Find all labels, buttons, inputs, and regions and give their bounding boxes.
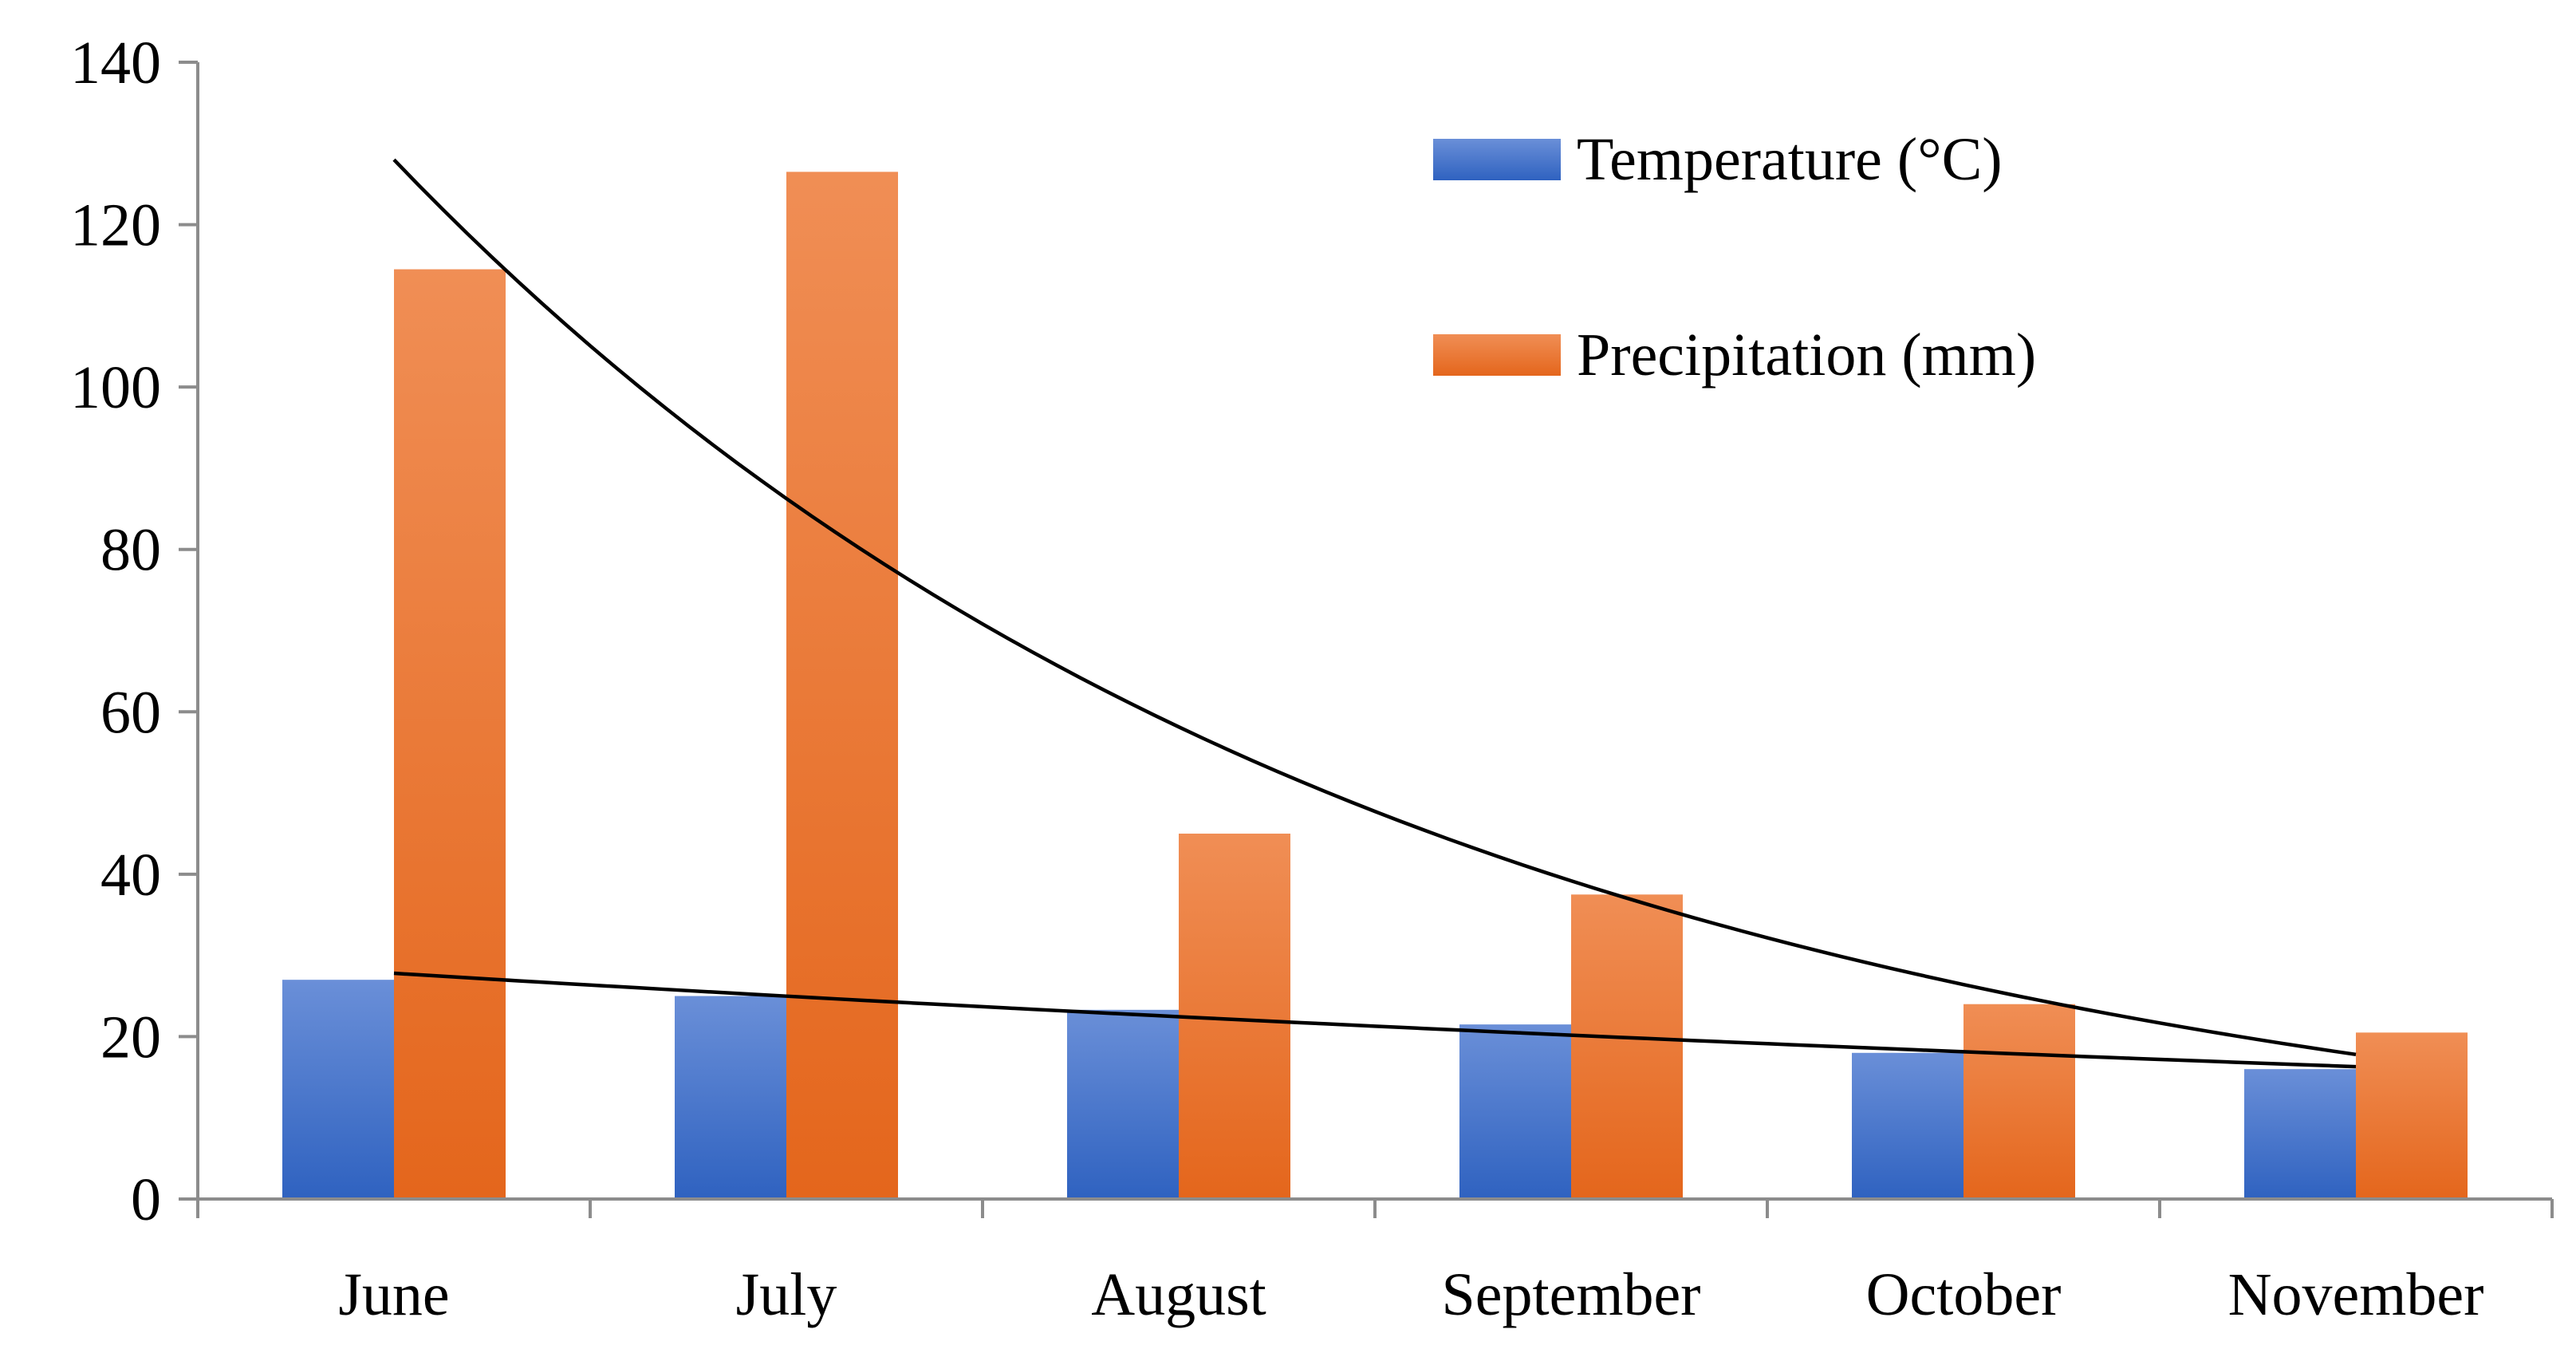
- bar-temperature-august: [1067, 1009, 1179, 1199]
- x-tick-label-july: July: [736, 1261, 837, 1328]
- legend-label-precipitation: Precipitation (mm): [1577, 321, 2036, 389]
- x-tick-label-october: October: [1866, 1261, 2062, 1328]
- precipitation-trend-line: [392, 158, 2357, 1057]
- y-tick-label-0: 0: [131, 1166, 161, 1233]
- x-tick-label-august: August: [1091, 1261, 1266, 1328]
- bar-precipitation-october: [1964, 1004, 2075, 1199]
- bar-precipitation-september: [1571, 894, 1683, 1199]
- bar-temperature-june: [282, 980, 394, 1199]
- tick-labels-layer: 0 20 40 60 80 100 120 140 June July August Septembe…: [70, 30, 2483, 1328]
- legend: Temperature (°C) Precipitation (mm): [1433, 126, 2036, 389]
- legend-label-temperature: Temperature (°C): [1577, 126, 2003, 193]
- bar-temperature-july: [675, 996, 786, 1199]
- bar-temperature-october: [1852, 1052, 1964, 1199]
- y-tick-label-100: 100: [70, 354, 161, 421]
- y-tick-label-40: 40: [100, 842, 161, 909]
- trendlines-layer: [392, 158, 2357, 1069]
- y-tick-label-20: 20: [100, 1004, 161, 1071]
- x-tick-label-november: November: [2228, 1261, 2484, 1328]
- legend-swatch-temperature: [1433, 139, 1561, 180]
- bar-precipitation-november: [2356, 1032, 2468, 1199]
- y-tick-label-120: 120: [70, 192, 161, 259]
- bars-layer: [282, 172, 2468, 1199]
- bar-temperature-november: [2244, 1069, 2356, 1199]
- legend-swatch-precipitation: [1433, 334, 1561, 376]
- x-tick-label-june: June: [338, 1261, 449, 1328]
- y-tick-label-140: 140: [70, 30, 161, 97]
- x-tick-label-september: September: [1441, 1261, 1700, 1328]
- temperature-trend-line: [393, 971, 2357, 1069]
- y-tick-label-60: 60: [100, 679, 161, 746]
- bar-precipitation-july: [786, 172, 898, 1199]
- bar-precipitation-june: [394, 269, 506, 1199]
- bar-temperature-september: [1459, 1024, 1571, 1199]
- axes-layer: [179, 61, 2554, 1218]
- y-tick-label-80: 80: [100, 517, 161, 584]
